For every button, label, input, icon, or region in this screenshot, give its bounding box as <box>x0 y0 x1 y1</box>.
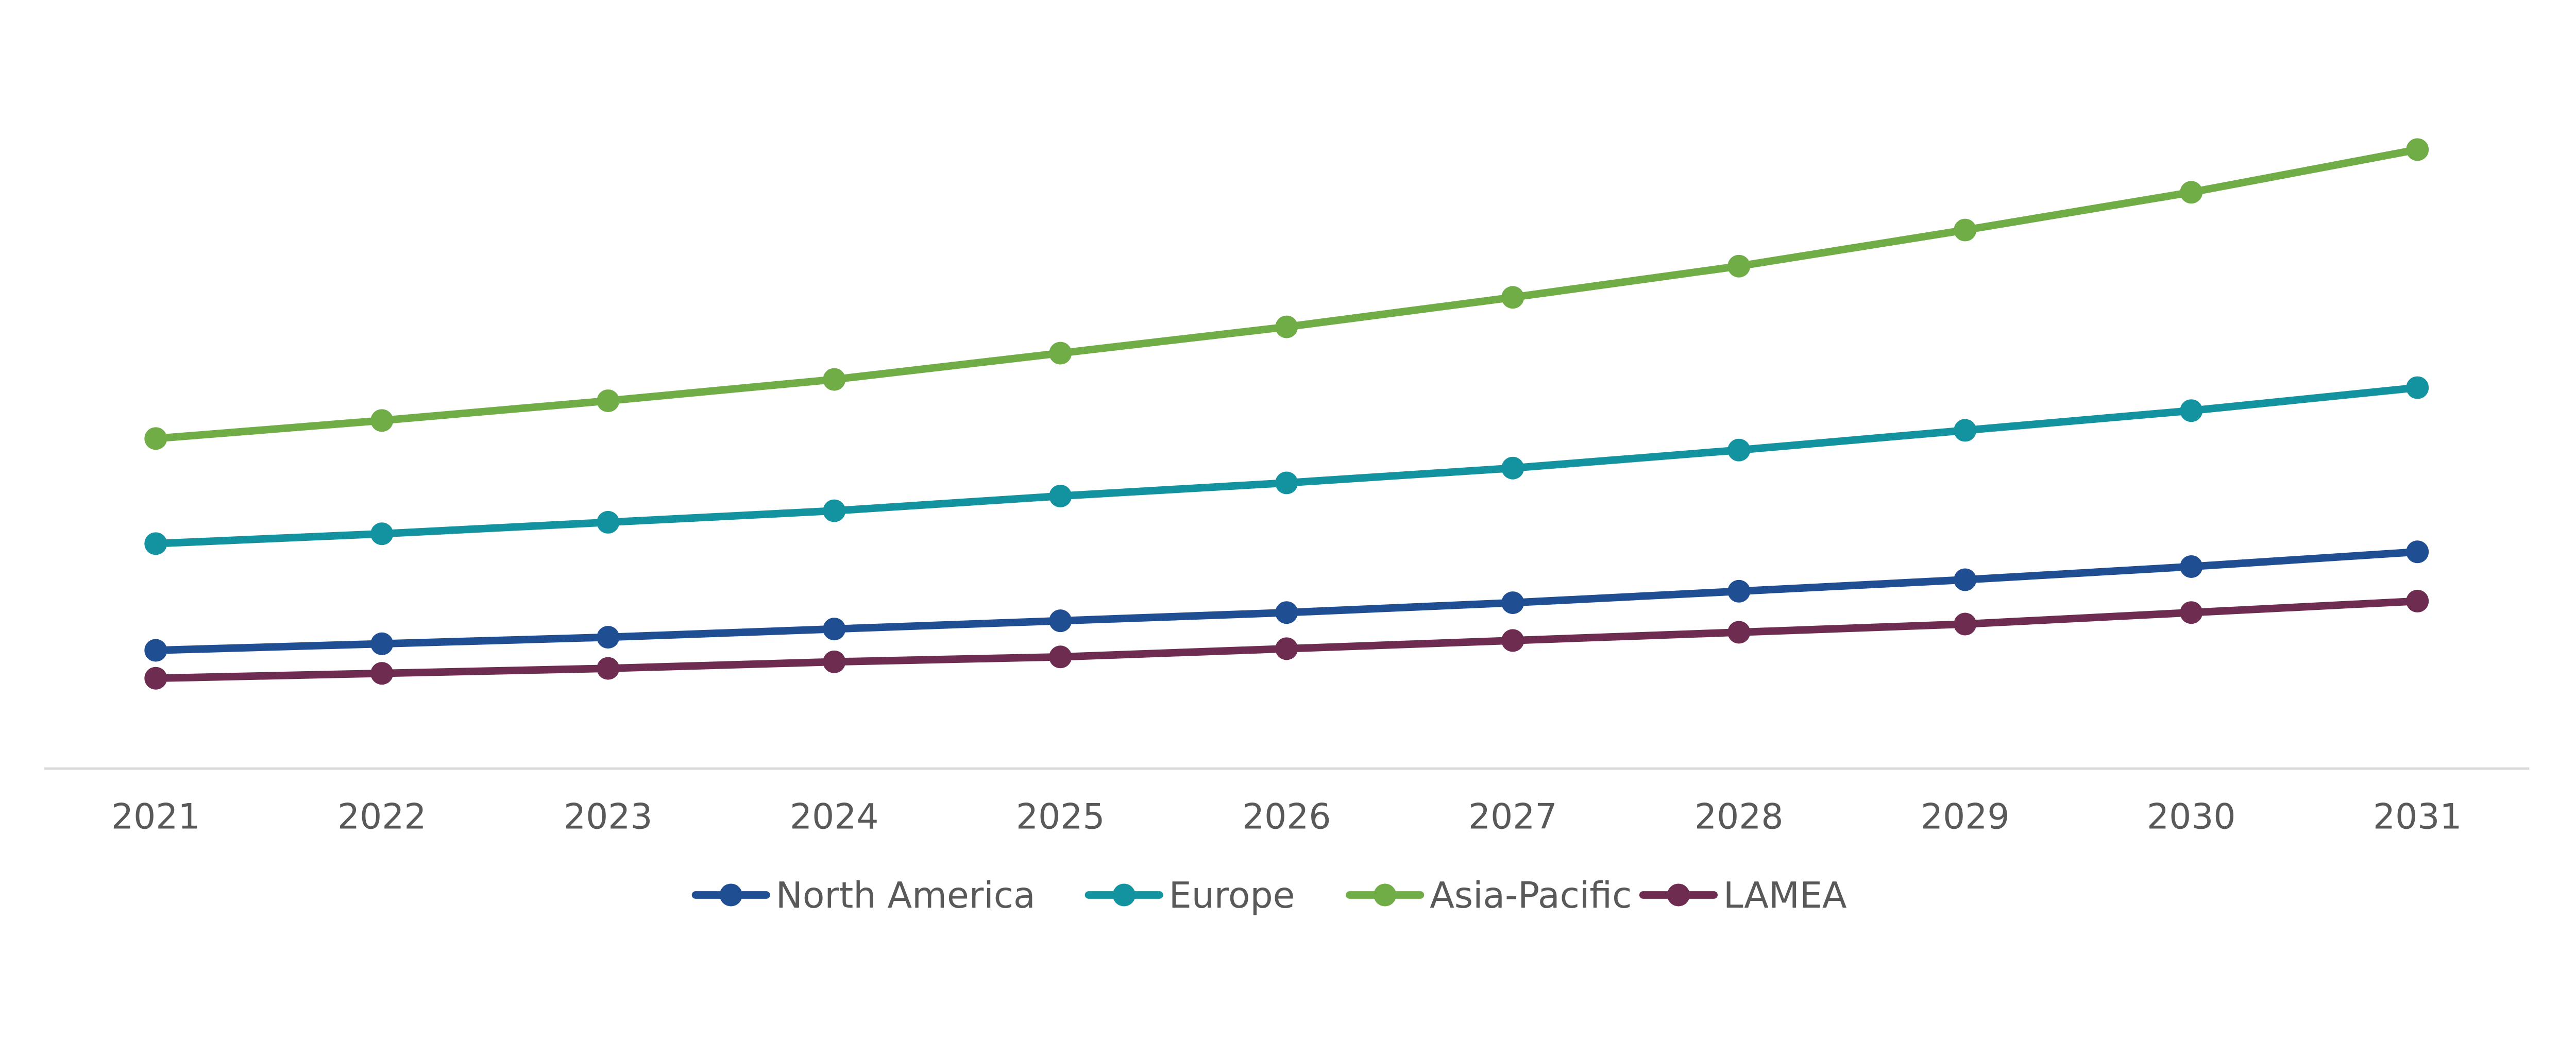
data-point <box>1501 286 1524 309</box>
data-point <box>597 510 620 534</box>
x-tick-label: 2023 <box>564 796 652 837</box>
data-point <box>2406 589 2429 612</box>
data-point <box>144 639 167 662</box>
data-point <box>1275 601 1298 624</box>
legend-label: LAMEA <box>1723 875 1847 916</box>
data-point <box>2406 540 2429 564</box>
data-point <box>1954 218 1977 242</box>
data-point <box>370 409 394 432</box>
series-north-america <box>144 540 2429 662</box>
data-point <box>1049 484 1072 507</box>
data-point <box>1954 568 1977 591</box>
data-point <box>2180 181 2203 204</box>
data-point <box>597 389 620 413</box>
data-point <box>1275 315 1298 338</box>
data-point <box>1727 579 1751 603</box>
data-point <box>370 522 394 545</box>
x-tick-label: 2029 <box>1921 796 2009 837</box>
series-europe <box>144 376 2429 555</box>
data-point <box>823 650 846 673</box>
data-point <box>1275 471 1298 495</box>
legend-marker-icon <box>1374 883 1397 907</box>
data-point <box>597 626 620 649</box>
data-point <box>370 632 394 655</box>
series-line <box>156 548 2418 654</box>
data-point <box>2180 399 2203 422</box>
legend-item: North America <box>691 875 1036 916</box>
legend-label: North America <box>776 875 1036 916</box>
x-tick-label: 2024 <box>790 796 878 837</box>
x-tick-label: 2022 <box>337 796 426 837</box>
x-tick-label: 2030 <box>2147 796 2235 837</box>
x-tick-label: 2031 <box>2373 796 2462 837</box>
data-point <box>1049 609 1072 633</box>
data-point <box>2180 555 2203 578</box>
x-tick-label: 2028 <box>1694 796 1783 837</box>
data-point <box>2180 601 2203 624</box>
data-point <box>1501 591 1524 615</box>
series-line <box>155 146 2418 442</box>
data-point <box>1275 637 1298 660</box>
x-tick-label: 2026 <box>1242 796 1331 837</box>
x-tick-label: 2025 <box>1016 796 1105 837</box>
data-point <box>2406 138 2429 161</box>
data-point <box>823 499 846 522</box>
legend-marker-icon <box>1667 883 1690 907</box>
line-chart: 2021 2022 2023 2024 2025 2026 2027 2028 2029 2030… <box>44 138 2530 916</box>
data-point <box>1954 612 1977 636</box>
data-point <box>1049 645 1072 669</box>
data-point <box>1501 629 1524 652</box>
legend-marker-icon <box>1112 883 1136 907</box>
legend-item: LAMEA <box>1639 875 1847 916</box>
data-point <box>1727 254 1751 278</box>
data-point <box>370 662 394 685</box>
data-point <box>144 532 167 555</box>
series-asia-pacific <box>144 138 2429 450</box>
data-point <box>1727 621 1751 644</box>
data-point <box>597 657 620 680</box>
data-point <box>144 667 167 690</box>
data-point <box>1727 438 1751 462</box>
data-point <box>1954 419 1977 442</box>
legend-item: Asia-Pacific <box>1346 875 1632 916</box>
x-tick-label: 2027 <box>1468 796 1557 837</box>
data-point <box>2406 376 2429 399</box>
series-lamea <box>144 589 2429 690</box>
data-point <box>823 618 846 641</box>
data-point <box>144 427 167 450</box>
legend-marker-icon <box>719 883 742 907</box>
legend-label: Europe <box>1169 875 1295 916</box>
data-point <box>1501 456 1524 480</box>
legend-label: Asia-Pacific <box>1430 875 1632 916</box>
data-point <box>823 368 846 391</box>
data-point <box>1049 342 1072 365</box>
legend-item: Europe <box>1084 875 1295 916</box>
x-tick-label: 2021 <box>111 796 200 837</box>
